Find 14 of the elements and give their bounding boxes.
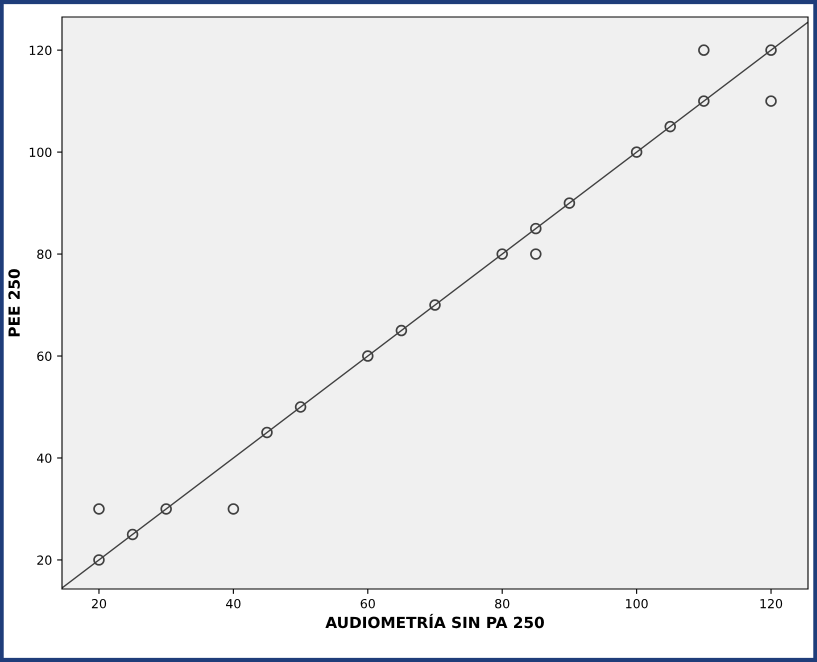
x-tick-label: 40 xyxy=(226,598,240,608)
y-axis-title: PEE 250 xyxy=(8,269,20,336)
y-tick-label: 100 xyxy=(30,148,52,158)
y-tick-label: 60 xyxy=(37,351,52,361)
x-tick-label: 80 xyxy=(495,598,510,608)
x-tick-label: 100 xyxy=(626,598,648,608)
x-tick-label: 60 xyxy=(360,598,375,608)
x-tick-label: 20 xyxy=(92,598,106,608)
x-tick-label: 120 xyxy=(760,598,782,608)
y-tick-label: 80 xyxy=(37,250,52,259)
y-tick-label: 120 xyxy=(30,46,52,56)
y-tick-label: 20 xyxy=(37,555,52,565)
x-axis-title: AUDIOMETRÍA SIN PA 250 xyxy=(325,614,544,628)
y-tick-label: 40 xyxy=(36,453,52,463)
